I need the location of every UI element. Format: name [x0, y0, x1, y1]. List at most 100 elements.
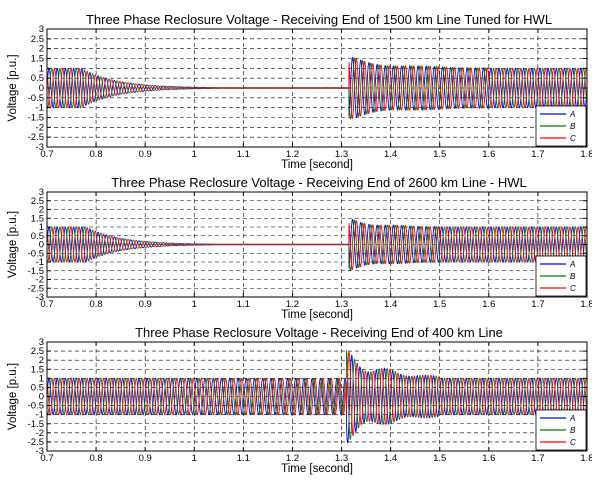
x-tick-label: 1.8	[580, 149, 592, 160]
chart-panel-3: 0.7 0.8 0.9 1 1.1 1.2 1.3 1.4 1.5 1.6 1.7 1.832.521…	[7, 325, 592, 475]
chart-title: Three Phase Reclosure Voltage - Receivin…	[111, 175, 527, 190]
y-tick-label: 2.5	[31, 34, 44, 45]
x-tick-label: 1.3	[335, 299, 348, 310]
x-tick-label: 1.4	[384, 149, 397, 160]
y-tick-label: -3	[36, 142, 44, 153]
x-tick-label: 1.1	[237, 299, 250, 310]
x-tick-label: 1.3	[335, 149, 348, 160]
legend-label-B: B	[570, 272, 576, 281]
y-tick-label: 0.5	[31, 73, 44, 84]
y-tick-label: -1	[36, 410, 44, 421]
y-tick-label: 1	[39, 373, 44, 384]
x-axis-label: Time [second]	[281, 159, 353, 171]
x-tick-label: 1.6	[482, 149, 495, 160]
y-tick-label: -2.5	[28, 283, 44, 294]
x-tick-label: 0.7	[40, 299, 53, 310]
series-line-B	[47, 349, 587, 441]
y-tick-label: -1.5	[28, 113, 44, 124]
y-tick-label: 1.5	[31, 54, 44, 65]
y-tick-label: 1	[39, 222, 44, 233]
x-tick-label: 1.6	[482, 453, 495, 464]
y-axis-label: Voltage [p.u.]	[7, 54, 19, 121]
y-tick-label: -3	[36, 292, 44, 303]
y-tick-label: -2	[36, 275, 44, 286]
y-tick-label: -1.5	[28, 419, 44, 430]
series-line-B	[47, 57, 587, 120]
x-tick-label: 0.9	[139, 149, 152, 160]
y-tick-label: -2.5	[28, 437, 44, 448]
x-tick-label: 1	[192, 149, 197, 160]
y-tick-label: -2	[36, 122, 44, 133]
x-tick-label: 1.2	[286, 149, 299, 160]
x-tick-label: 0.9	[139, 453, 152, 464]
x-tick-label: 1.4	[384, 299, 397, 310]
x-tick-label: 1	[192, 299, 197, 310]
y-tick-label: 3	[39, 24, 44, 35]
x-tick-label: 1.1	[237, 149, 250, 160]
x-tick-label: 1	[192, 453, 197, 464]
x-tick-label: 1.7	[531, 453, 544, 464]
x-axis-label: Time [second]	[281, 463, 353, 475]
x-tick-label: 1.2	[286, 453, 299, 464]
x-tick-label: 0.7	[40, 149, 53, 160]
series-line-C	[47, 220, 587, 271]
y-tick-label: -0.5	[28, 401, 44, 412]
y-tick-label: 2.5	[31, 196, 44, 207]
chart-panel-1: 0.7 0.8 0.9 1 1.1 1.2 1.3 1.4 1.5 1.6 1.7 1.832.521…	[7, 12, 592, 171]
chart-panel-2: 0.7 0.8 0.9 1 1.1 1.2 1.3 1.4 1.5 1.6 1.7 1.832.521…	[7, 175, 592, 321]
y-axis-label: Voltage [p.u.]	[7, 363, 19, 430]
y-tick-label: 0.5	[31, 382, 44, 393]
y-tick-label: -0.5	[28, 93, 44, 104]
x-tick-label: 1.1	[237, 453, 250, 464]
x-tick-label: 1.6	[482, 299, 495, 310]
legend-label-C: C	[570, 438, 576, 447]
y-tick-label: -1.5	[28, 266, 44, 277]
y-tick-label: 0	[39, 240, 44, 251]
x-axis-label: Time [second]	[281, 309, 353, 321]
y-tick-label: 0.5	[31, 231, 44, 242]
series-line-B	[47, 219, 587, 271]
x-tick-label: 0.9	[139, 299, 152, 310]
y-tick-label: 2.5	[31, 346, 44, 357]
x-tick-label: 1.7	[531, 149, 544, 160]
legend-label-B: B	[570, 122, 576, 131]
y-tick-label: 2	[39, 355, 44, 366]
x-tick-label: 1.5	[433, 453, 446, 464]
y-tick-label: -3	[36, 446, 44, 457]
x-tick-label: 0.8	[89, 299, 102, 310]
y-axis-label: Voltage [p.u.]	[7, 211, 19, 278]
x-tick-label: 1.5	[433, 299, 446, 310]
x-tick-label: 1.4	[384, 453, 397, 464]
legend-label-A: A	[569, 260, 575, 269]
y-tick-label: 3	[39, 187, 44, 198]
y-tick-label: -2	[36, 428, 44, 439]
y-tick-label: 0	[39, 83, 44, 94]
x-tick-label: 1.5	[433, 149, 446, 160]
x-tick-label: 0.8	[89, 453, 102, 464]
y-tick-label: -1	[36, 103, 44, 114]
x-tick-label: 1.3	[335, 453, 348, 464]
legend: ABC	[535, 409, 587, 451]
y-tick-label: 3	[39, 337, 44, 348]
chart-title: Three Phase Reclosure Voltage - Receivin…	[135, 325, 503, 340]
y-tick-label: 1.5	[31, 213, 44, 224]
x-tick-label: 1.8	[580, 453, 592, 464]
legend-label-C: C	[570, 134, 576, 143]
legend: ABC	[535, 105, 587, 147]
x-tick-label: 1.7	[531, 299, 544, 310]
legend-label-A: A	[569, 414, 575, 423]
x-tick-label: 1.2	[286, 299, 299, 310]
y-tick-label: 1.5	[31, 364, 44, 375]
legend-label-A: A	[569, 110, 575, 119]
legend-label-C: C	[570, 284, 576, 293]
y-tick-label: 1	[39, 63, 44, 74]
series-line-C	[47, 57, 587, 120]
y-tick-label: 0	[39, 392, 44, 403]
y-tick-label: -1	[36, 257, 44, 268]
y-tick-label: -0.5	[28, 248, 44, 259]
x-tick-label: 1.8	[580, 299, 592, 310]
y-tick-label: -2.5	[28, 132, 44, 143]
chart-title: Three Phase Reclosure Voltage - Receivin…	[86, 12, 552, 27]
legend-label-B: B	[570, 426, 576, 435]
